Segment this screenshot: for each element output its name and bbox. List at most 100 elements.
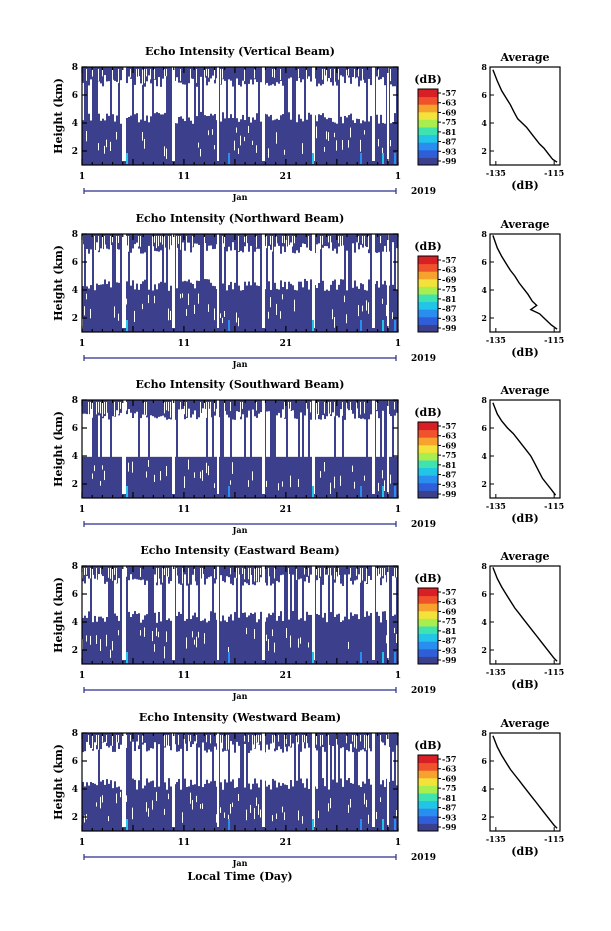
gap-band — [150, 83, 152, 117]
gap-speck — [196, 735, 197, 744]
gap-band — [376, 252, 378, 282]
gap-speck — [90, 308, 91, 319]
gap-speck — [116, 568, 117, 583]
gap-speck — [330, 482, 331, 494]
gap-band — [154, 742, 156, 788]
gap-band — [358, 86, 360, 120]
y-tick-label: 2 — [72, 314, 78, 324]
echo-streak — [126, 153, 128, 164]
gap-band — [336, 253, 338, 290]
gap-band — [172, 413, 174, 457]
gap-band — [338, 574, 340, 614]
average-x-tick-label: -115 — [544, 168, 564, 178]
colorbar-swatch — [418, 271, 438, 280]
gap-speck — [330, 69, 331, 78]
gap-speck — [96, 402, 97, 415]
gap-band — [134, 413, 136, 457]
gap-band — [262, 411, 264, 457]
gap-band — [222, 751, 224, 790]
y-tick-label: 2 — [72, 147, 78, 157]
gap-speck — [126, 568, 127, 577]
gap-band — [188, 242, 190, 280]
gap-band — [104, 741, 106, 785]
gap-band — [178, 751, 180, 779]
gap-band — [224, 582, 226, 621]
gap-speck — [394, 402, 395, 410]
gap-speck — [350, 568, 351, 578]
gap-speck — [378, 482, 379, 492]
gap-speck — [276, 813, 277, 819]
gap-band — [92, 750, 94, 783]
gap-speck — [218, 402, 219, 417]
colorbar-tick-label: -75 — [442, 450, 456, 460]
gap-band — [104, 244, 106, 280]
gap-band — [260, 577, 262, 612]
x-tick-label: 1 — [395, 505, 401, 515]
gap-band — [192, 744, 194, 785]
gap-band — [274, 751, 276, 781]
gap-band — [198, 244, 200, 281]
gap-band — [186, 585, 188, 619]
gap-speck — [102, 402, 103, 417]
gap-speck — [230, 803, 231, 814]
gap-speck — [328, 236, 329, 243]
gap-speck — [388, 236, 389, 247]
gap-band — [126, 245, 128, 282]
gap-band — [252, 744, 254, 784]
gap-band — [368, 78, 370, 122]
gap-speck — [374, 735, 375, 744]
gap-speck — [252, 735, 253, 746]
gap-band — [148, 245, 150, 290]
gap-band — [202, 408, 204, 457]
gap-band — [376, 411, 378, 457]
gap-speck — [106, 139, 107, 148]
gap-speck — [390, 140, 391, 147]
gap-band — [322, 584, 324, 618]
gap-band — [84, 413, 86, 457]
gap-column — [173, 566, 175, 660]
gap-band — [390, 416, 392, 457]
colorbar-tick-label: -63 — [442, 265, 457, 275]
gap-band — [94, 742, 96, 784]
gap-speck — [364, 475, 365, 481]
gap-band — [216, 408, 218, 457]
gap-band — [322, 415, 324, 457]
gap-speck — [222, 236, 223, 247]
gap-speck — [136, 69, 137, 82]
gap-band — [232, 585, 234, 621]
gap-band — [84, 751, 86, 787]
colorbar-tick-label: -57 — [442, 255, 456, 265]
gap-band — [210, 245, 212, 283]
gap-speck — [284, 735, 285, 748]
gap-band — [178, 409, 180, 457]
gap-band — [314, 253, 316, 286]
gap-speck — [388, 626, 389, 638]
gap-speck — [188, 293, 189, 306]
colorbar-tick-label: -75 — [442, 783, 456, 793]
gap-band — [272, 583, 274, 613]
gap-band — [380, 741, 382, 785]
gap-band — [252, 584, 254, 615]
gap-band — [126, 83, 128, 118]
echo-streak — [382, 153, 384, 164]
gap-band — [204, 584, 206, 619]
gap-band — [178, 82, 180, 117]
gap-band — [116, 583, 118, 616]
gap-speck — [140, 236, 141, 247]
gap-band — [106, 746, 108, 780]
gap-band — [132, 418, 134, 457]
gap-band — [168, 249, 170, 291]
echo-streak — [382, 486, 384, 497]
gap-speck — [282, 806, 283, 813]
gap-band — [290, 411, 292, 457]
gap-speck — [168, 308, 169, 321]
gap-band — [246, 243, 248, 286]
gap-band — [340, 245, 342, 280]
panel-2: Echo Intensity (Southward Beam)1 11 21 1246… — [52, 378, 564, 535]
gap-speck — [110, 568, 111, 579]
gap-speck — [350, 798, 351, 808]
gap-band — [342, 747, 344, 787]
colorbar-swatch — [418, 157, 438, 166]
gap-band — [196, 585, 198, 618]
gap-band — [308, 76, 310, 113]
